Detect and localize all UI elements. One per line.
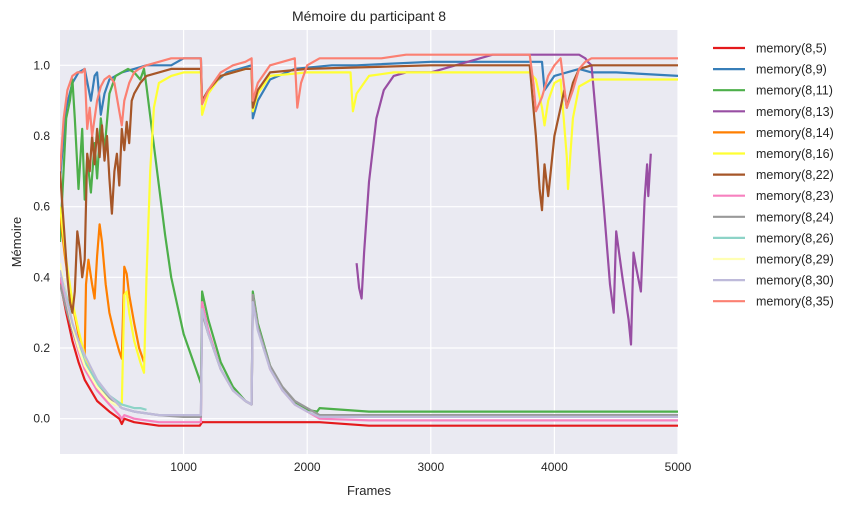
legend-label: memory(8,30) <box>756 274 834 288</box>
x-tick-label: 1000 <box>170 460 197 474</box>
legend-label: memory(8,16) <box>756 147 834 161</box>
x-tick-label: 4000 <box>541 460 568 474</box>
plot-background <box>60 30 678 454</box>
legend-label: memory(8,23) <box>756 189 834 203</box>
x-axis-label: Frames <box>347 483 392 498</box>
legend-label: memory(8,9) <box>756 63 827 77</box>
y-tick-label: 0.6 <box>33 200 50 214</box>
y-tick-label: 1.0 <box>33 58 50 72</box>
legend-label: memory(8,5) <box>756 42 827 56</box>
legend-label: memory(8,14) <box>756 126 834 140</box>
legend-label: memory(8,26) <box>756 231 834 245</box>
legend-label: memory(8,13) <box>756 105 834 119</box>
series-line-6 <box>60 64 678 314</box>
y-tick-label: 0.4 <box>33 270 50 284</box>
y-tick-label: 0.0 <box>33 412 50 426</box>
ticks: 1000 2000 3000 4000 5000 0.0 0.2 0.4 0.6 0.8 1.0 <box>33 58 691 474</box>
legend-label: memory(8,35) <box>756 295 834 309</box>
legend-label: memory(8,29) <box>756 253 834 267</box>
series-line-4 <box>60 213 146 363</box>
legend: memory(8,5) memory(8,9) memory(8,11) memory… <box>713 42 834 309</box>
legend-label: memory(8,24) <box>756 210 834 224</box>
series-line-11 <box>60 270 678 418</box>
chart-title: Mémoire du participant 8 <box>292 8 446 24</box>
series-line-12 <box>60 53 678 172</box>
series-layer <box>60 53 678 427</box>
series-line-0 <box>60 280 678 427</box>
legend-label: memory(8,22) <box>756 168 834 182</box>
legend-label: memory(8,11) <box>756 84 833 98</box>
x-tick-label: 3000 <box>417 460 444 474</box>
y-axis-label: Mémoire <box>9 217 24 268</box>
y-tick-label: 0.8 <box>33 129 50 143</box>
x-tick-label: 5000 <box>665 460 692 474</box>
x-tick-label: 2000 <box>294 460 321 474</box>
y-tick-label: 0.2 <box>33 341 50 355</box>
